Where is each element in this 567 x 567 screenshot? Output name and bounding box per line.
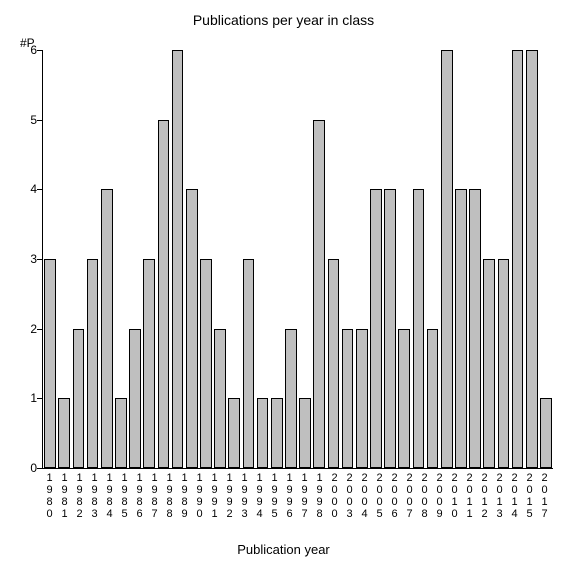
x-tick-label: 1985: [119, 472, 131, 520]
x-tick-label: 1992: [224, 472, 236, 520]
bar: [413, 189, 425, 468]
x-tick-label: 2008: [419, 472, 431, 520]
bar: [540, 398, 552, 468]
bar: [398, 329, 410, 468]
y-tick: [37, 329, 43, 330]
bar: [228, 398, 240, 468]
x-tick-label: 2009: [434, 472, 446, 520]
y-tick-label: 6: [23, 43, 37, 57]
bar: [427, 329, 439, 468]
x-axis-label: Publication year: [0, 542, 567, 557]
x-tick-label: 2006: [389, 472, 401, 520]
bar: [200, 259, 212, 468]
bar: [469, 189, 481, 468]
x-tick-label: 1997: [299, 472, 311, 520]
bar: [384, 189, 396, 468]
bar: [158, 120, 170, 468]
y-tick-label: 3: [23, 252, 37, 266]
bar: [313, 120, 325, 468]
bar: [172, 50, 184, 468]
x-tick-label: 1981: [59, 472, 71, 520]
y-tick-label: 1: [23, 391, 37, 405]
bar: [101, 189, 113, 468]
x-tick-label: 2004: [359, 472, 371, 520]
y-tick-label: 2: [23, 322, 37, 336]
y-tick: [37, 398, 43, 399]
x-tick-label: 2005: [374, 472, 386, 520]
bar: [370, 189, 382, 468]
x-tick-label: 1995: [269, 472, 281, 520]
x-tick-label: 2017: [539, 472, 551, 520]
y-tick: [37, 120, 43, 121]
bar: [328, 259, 340, 468]
bar: [87, 259, 99, 468]
x-tick-label: 2012: [479, 472, 491, 520]
x-tick-label: 1990: [194, 472, 206, 520]
y-tick-label: 5: [23, 113, 37, 127]
bar: [129, 329, 141, 468]
bar: [257, 398, 269, 468]
bar: [271, 398, 283, 468]
bar: [214, 329, 226, 468]
x-tick-label: 1986: [134, 472, 146, 520]
y-tick: [37, 259, 43, 260]
x-tick-label: 1983: [89, 472, 101, 520]
bar: [299, 398, 311, 468]
y-tick: [37, 50, 43, 51]
x-tick-label: 2000: [329, 472, 341, 520]
bar: [356, 329, 368, 468]
x-tick-label: 1984: [104, 472, 116, 520]
x-tick-label: 2013: [494, 472, 506, 520]
bar: [58, 398, 70, 468]
x-tick-label: 2015: [524, 472, 536, 520]
x-tick-label: 1991: [209, 472, 221, 520]
bar: [115, 398, 127, 468]
bar: [455, 189, 467, 468]
x-tick-label: 1989: [179, 472, 191, 520]
bar: [243, 259, 255, 468]
y-tick: [37, 468, 43, 469]
x-tick-label: 1994: [254, 472, 266, 520]
bar: [186, 189, 198, 468]
chart-container: Publications per year in class #P 012345…: [0, 0, 567, 567]
y-tick-label: 0: [23, 461, 37, 475]
bar: [285, 329, 297, 468]
bar: [526, 50, 538, 468]
bar: [143, 259, 155, 468]
x-tick-label: 1982: [74, 472, 86, 520]
x-tick-label: 1987: [149, 472, 161, 520]
plot-area: 0123456: [42, 50, 553, 469]
x-tick-label: 1993: [239, 472, 251, 520]
y-tick-label: 4: [23, 182, 37, 196]
bar: [342, 329, 354, 468]
x-tick-label: 1980: [44, 472, 56, 520]
bar: [498, 259, 510, 468]
y-tick: [37, 189, 43, 190]
x-tick-label: 1996: [284, 472, 296, 520]
x-tick-label: 2007: [404, 472, 416, 520]
bar: [512, 50, 524, 468]
bar: [44, 259, 56, 468]
bar: [441, 50, 453, 468]
bar: [73, 329, 85, 468]
chart-title: Publications per year in class: [0, 12, 567, 28]
x-tick-label: 2014: [509, 472, 521, 520]
x-tick-label: 1998: [314, 472, 326, 520]
x-tick-label: 2011: [464, 472, 476, 520]
bar: [483, 259, 495, 468]
x-tick-label: 2010: [449, 472, 461, 520]
x-tick-label: 2003: [344, 472, 356, 520]
x-tick-label: 1988: [164, 472, 176, 520]
